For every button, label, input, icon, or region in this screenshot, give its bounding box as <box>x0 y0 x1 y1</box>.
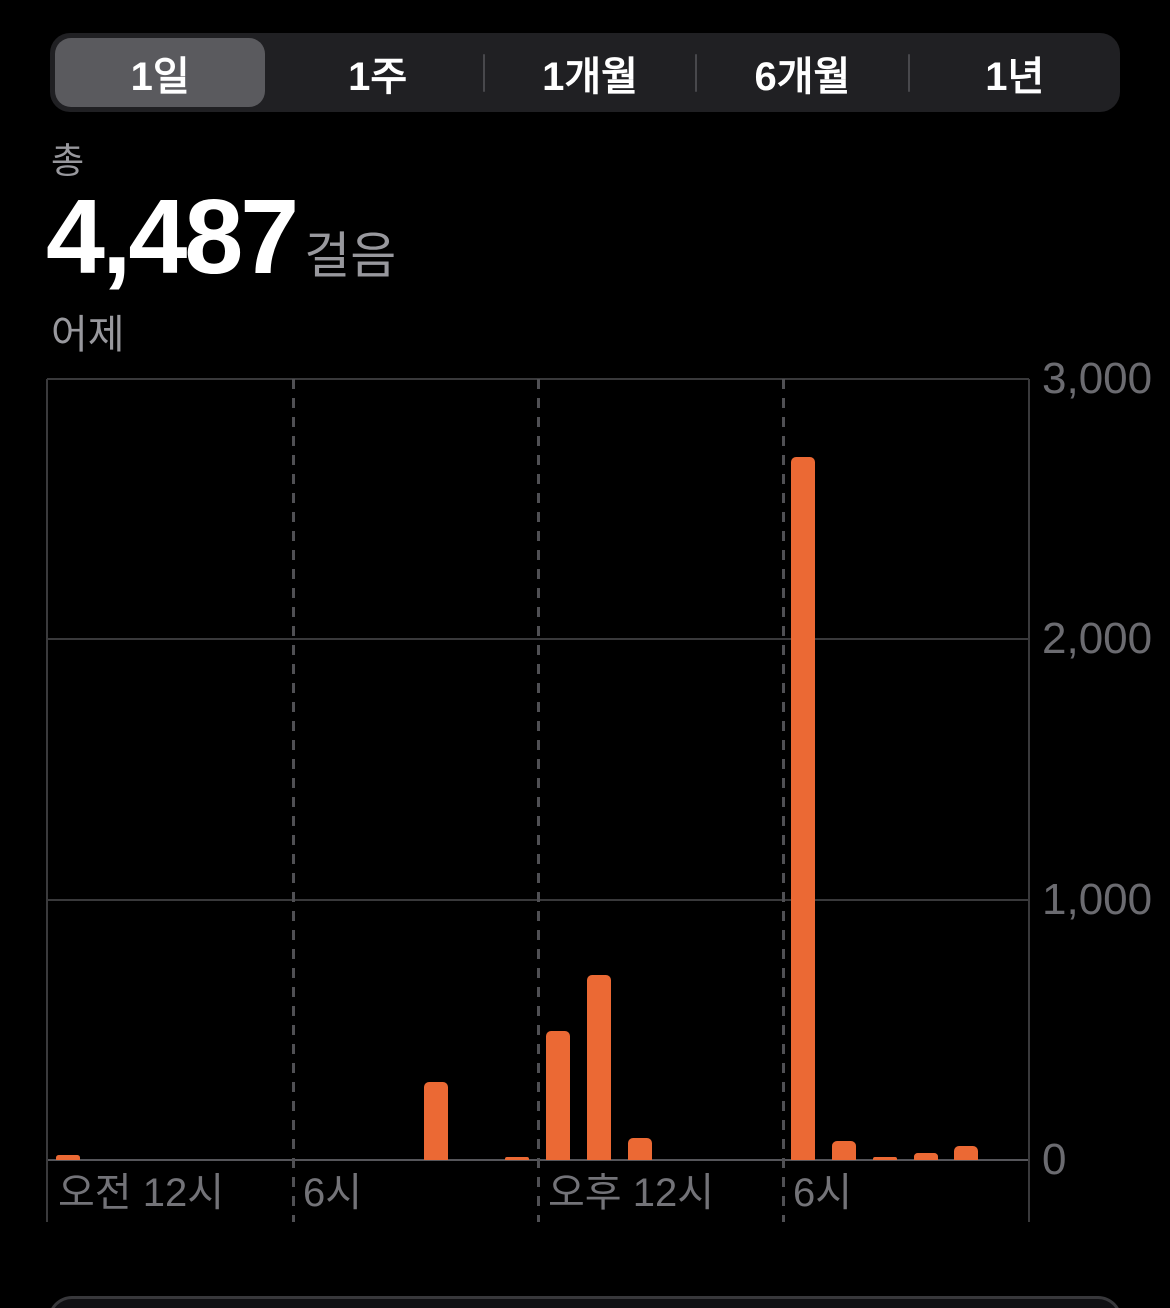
y-axis-tick-label: 2,000 <box>1042 614 1153 664</box>
bar-hour-14[interactable] <box>627 1137 652 1160</box>
gridline-vertical-dashed <box>537 379 540 1222</box>
bar-hour-20[interactable] <box>872 1156 897 1160</box>
y-axis-tick-label: 0 <box>1042 1135 1067 1184</box>
x-axis-tick-label: 오후 12시 <box>548 1171 715 1215</box>
x-axis-tick-label: 6시 <box>793 1171 853 1215</box>
tab-period-1y[interactable]: 1년 <box>910 38 1120 107</box>
gridline-horizontal <box>47 638 1029 641</box>
date-label: 어제 <box>51 313 125 357</box>
bar-hour-13[interactable] <box>586 975 611 1160</box>
period-segmented-control: 1일 1주 1개월 6개월 1년 <box>50 33 1120 112</box>
total-label: 총 <box>51 140 85 181</box>
y-axis-tick-label: 1,000 <box>1042 874 1153 924</box>
segment-divider <box>907 53 910 92</box>
bar-hour-0[interactable] <box>56 1154 80 1160</box>
axis-line-right <box>1028 379 1030 1222</box>
bar-hour-19[interactable] <box>831 1140 856 1160</box>
bar-hour-12[interactable] <box>546 1031 570 1160</box>
bar-hour-21[interactable] <box>913 1152 938 1160</box>
gridline-horizontal <box>47 898 1029 901</box>
y-axis-tick-label: 3,000 <box>1042 354 1153 403</box>
gridline-vertical-dashed <box>782 379 785 1222</box>
tab-period-1d[interactable]: 1일 <box>55 38 266 107</box>
tab-period-1w[interactable]: 1주 <box>272 38 482 107</box>
bar-hour-9[interactable] <box>423 1082 448 1160</box>
gridline-horizontal <box>47 378 1029 380</box>
x-axis-tick-label: 오전 12시 <box>58 1171 225 1215</box>
tab-period-6m[interactable]: 6개월 <box>697 38 907 107</box>
bottom-section-card[interactable] <box>48 1296 1122 1308</box>
segment-divider <box>482 53 485 92</box>
axis-line-left <box>46 379 48 1222</box>
steps-unit-label: 걸음 <box>304 228 397 284</box>
total-steps-value: 4,487 <box>46 178 299 296</box>
bar-hour-11[interactable] <box>505 1157 530 1160</box>
bar-hour-22[interactable] <box>954 1145 979 1160</box>
gridline-vertical-dashed <box>292 379 295 1222</box>
x-axis-tick-label: 6시 <box>303 1171 363 1215</box>
tab-period-1m[interactable]: 1개월 <box>485 38 695 107</box>
bar-hour-18[interactable] <box>791 457 815 1160</box>
total-steps-row: 4,487 걸음 <box>46 182 396 292</box>
segment-divider <box>695 53 698 92</box>
